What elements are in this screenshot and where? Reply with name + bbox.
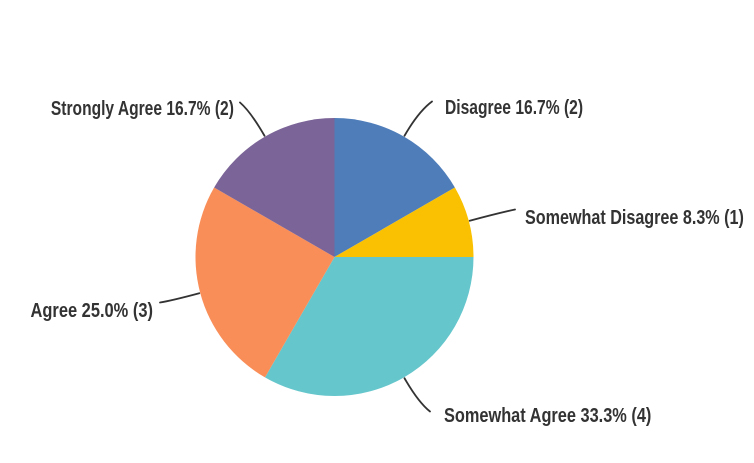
pie-slice-disagree[interactable] — [334, 118, 455, 257]
label-strongly-agree: Strongly Agree 16.7% (2) — [50, 97, 234, 120]
pie-slice-somewhat-agree[interactable] — [265, 257, 474, 397]
pie-slice-agree[interactable] — [195, 187, 335, 378]
callout-line-disagree — [403, 100, 433, 137]
callout-line-agree — [159, 292, 201, 304]
pie-slice-somewhat-disagree[interactable] — [334, 187, 474, 258]
label-disagree: Disagree 16.7% (2) — [444, 96, 583, 119]
label-somewhat-agree: Somewhat Agree 33.3% (4) — [443, 404, 652, 427]
pie-slice-strongly-agree[interactable] — [214, 118, 335, 257]
callout-line-somewhat-disagree — [468, 208, 516, 222]
callout-line-somewhat-agree — [403, 377, 431, 413]
callout-line-strongly-agree — [239, 101, 266, 137]
label-agree: Agree 25.0% (3) — [30, 299, 154, 322]
label-somewhat-disagree: Somewhat Disagree 8.3% (1) — [524, 206, 744, 229]
